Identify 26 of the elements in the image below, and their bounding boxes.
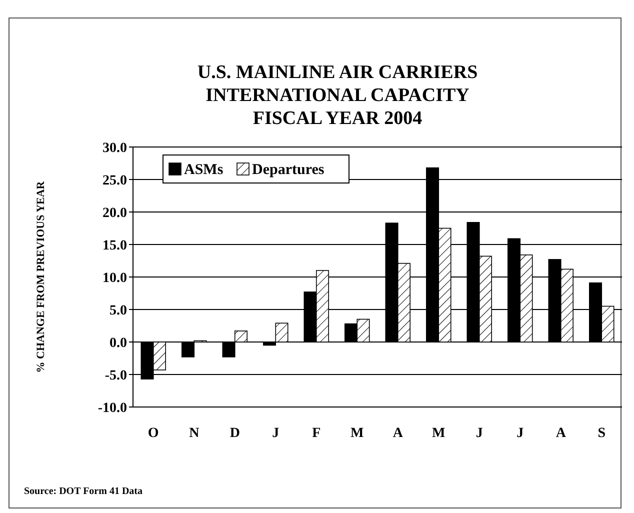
legend-label: ASMs [184, 162, 224, 178]
y-tick-label: -5.0 [104, 368, 127, 384]
x-tick-label: M [432, 426, 446, 441]
chart-title: U.S. MAINLINE AIR CARRIERS INTERNATIONAL CAPACITY FISCAL YEAR 2004 [197, 62, 478, 129]
x-tick-label: A [392, 426, 404, 441]
y-tick-label: 5.0 [110, 303, 127, 318]
y-tick-label: 20.0 [102, 206, 127, 221]
y-tick-label: -10.0 [98, 400, 127, 416]
x-tick-label: J [516, 426, 524, 441]
x-tick-label: J [272, 426, 280, 441]
x-tick-label: F [312, 426, 321, 441]
x-tick-label: S [598, 426, 606, 441]
x-tick-label: N [189, 426, 200, 441]
x-tick-label: J [476, 426, 483, 441]
legend-label: Departures [252, 162, 324, 178]
y-tick-label: 25.0 [102, 173, 127, 188]
source-note: Source: DOT Form 41 Data [24, 486, 143, 497]
y-tick-label: 10.0 [102, 270, 127, 286]
y-tick-label: 15.0 [102, 238, 127, 254]
x-tick-label: D [230, 426, 240, 441]
x-tick-label: O [148, 426, 159, 441]
x-tick-label: A [556, 426, 567, 441]
x-tick-label: M [350, 426, 364, 441]
y-axis-title: % CHANGE FROM PREVIOUS YEAR [35, 180, 47, 373]
y-tick-label: 30.0 [102, 140, 127, 156]
y-tick-label: 0.0 [110, 336, 127, 351]
